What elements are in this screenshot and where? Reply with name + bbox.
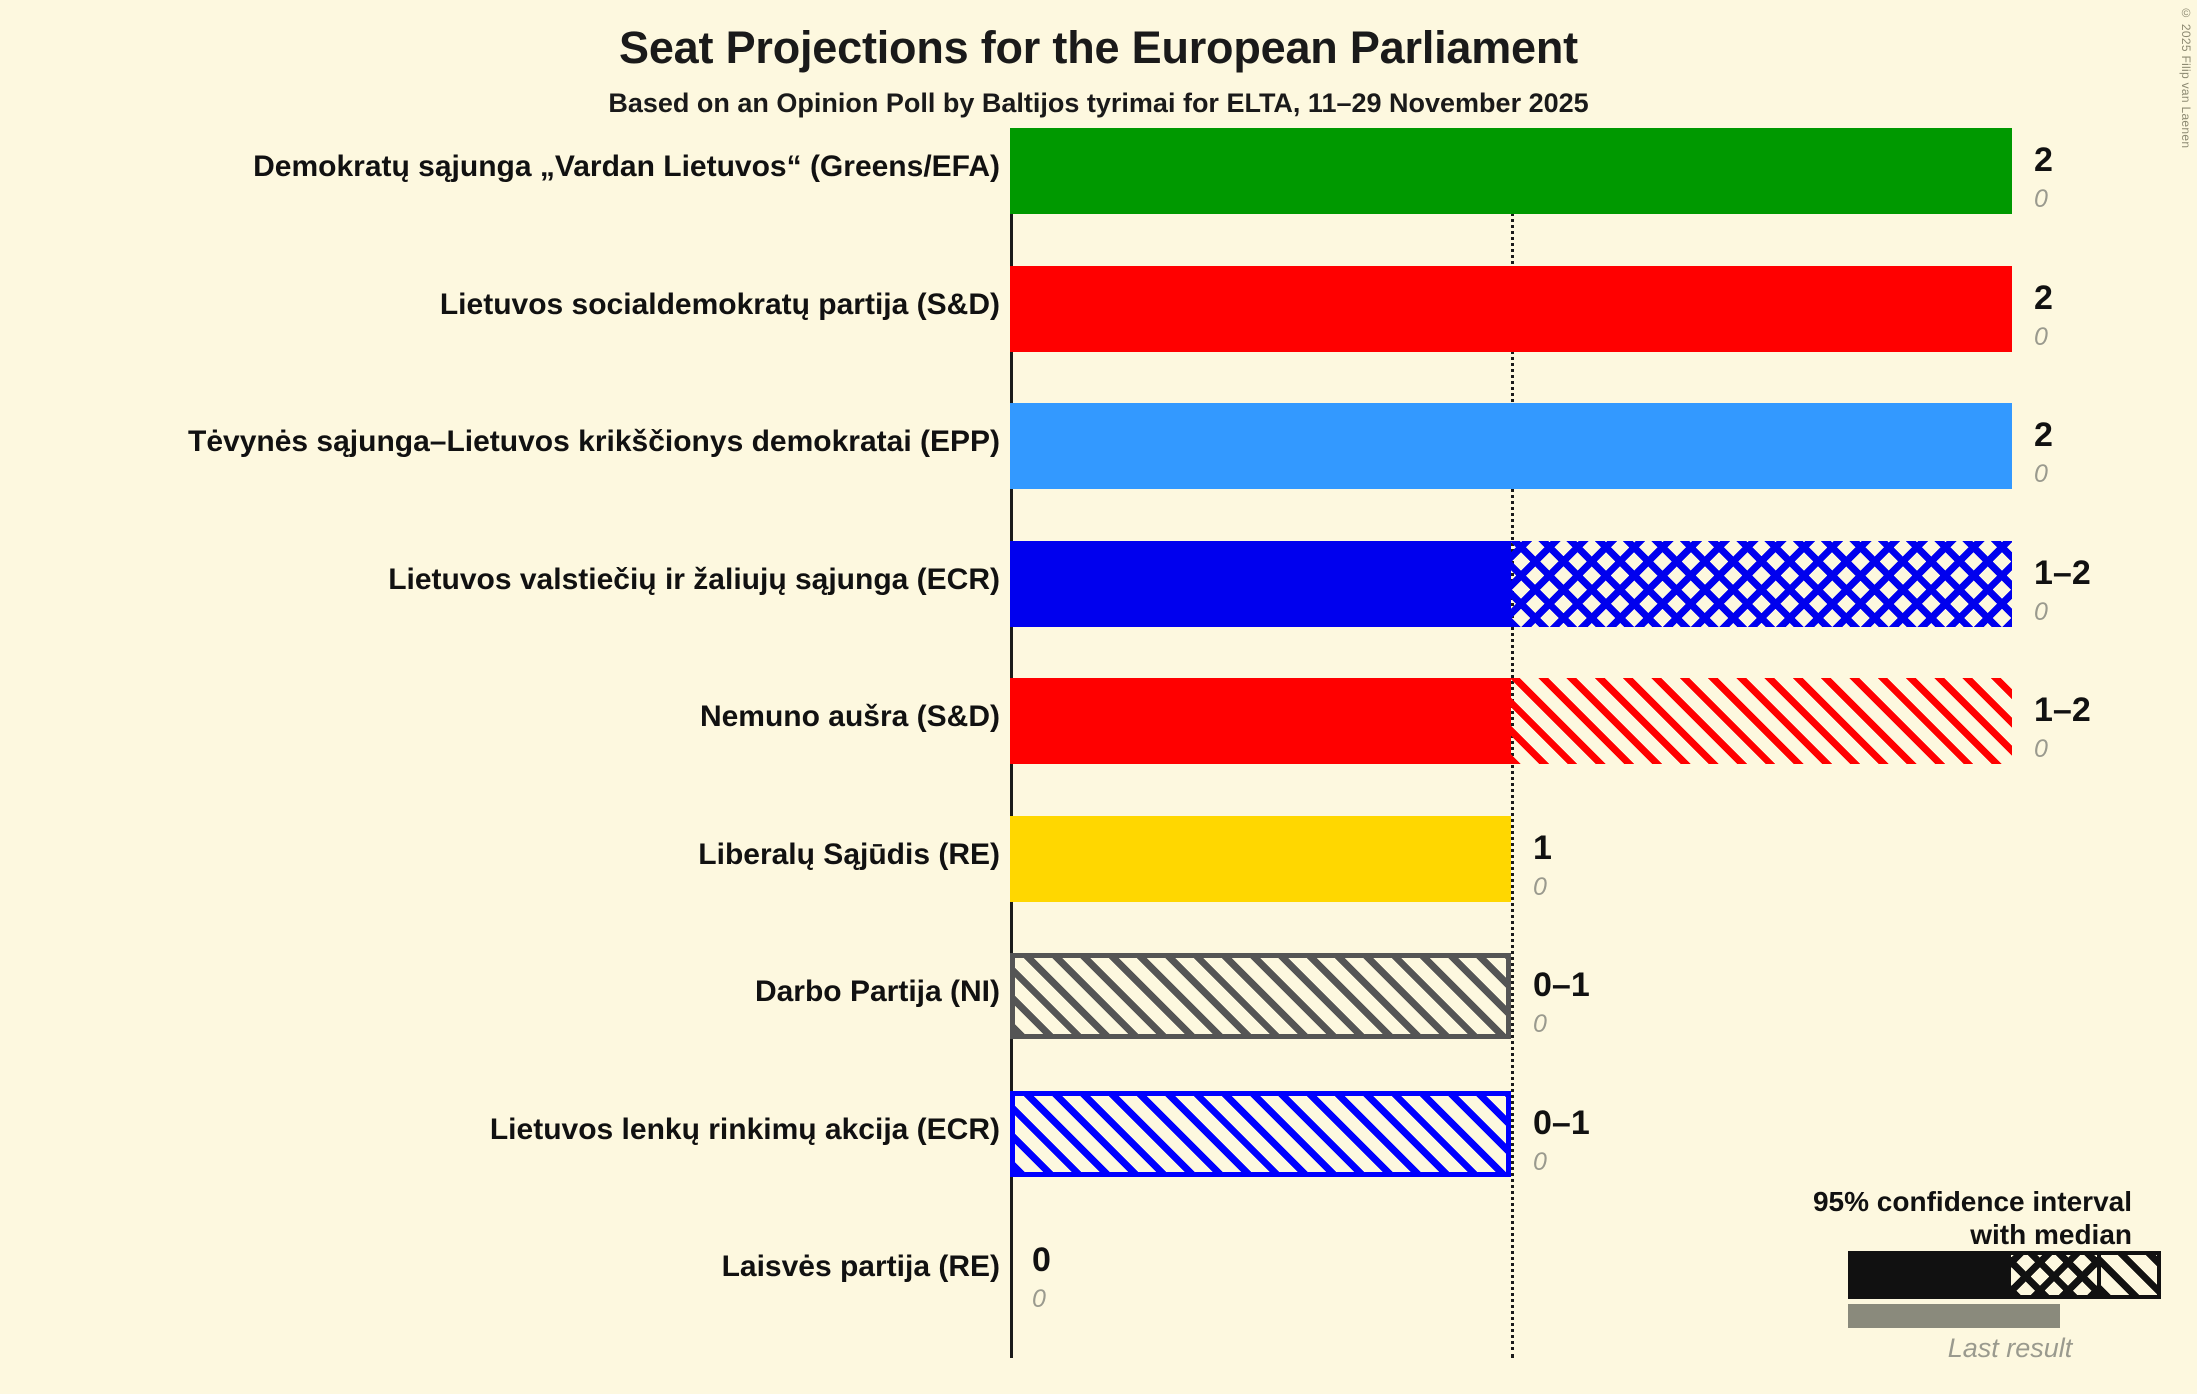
party-label: Demokratų sąjunga „Vardan Lietuvos“ (Gre… <box>253 150 1000 183</box>
last-result-value: 0 <box>1533 872 1547 901</box>
legend-last-result-label: Last result <box>1947 1333 2073 1363</box>
bar-row: Lietuvos lenkų rinkimų akcija (ECR) 0–1 0 <box>0 1090 2197 1177</box>
bar-row: Laisvės partija (RE) 0 0 <box>0 1228 2197 1314</box>
bar-row: Liberalų Sąjūdis (RE) 1 0 <box>0 815 2197 902</box>
bar <box>1010 128 2012 214</box>
party-label: Lietuvos lenkų rinkimų akcija (ECR) <box>489 1112 1000 1146</box>
bar-row: Demokratų sąjunga „Vardan Lietuvos“ (Gre… <box>0 128 2197 214</box>
copyright-notice: © 2025 Filip van Laenen <box>2179 6 2193 149</box>
bar-confidence-segment <box>1015 1095 1506 1172</box>
party-label: Tėvynės sąjunga–Lietuvos krikščionys dem… <box>188 425 1000 458</box>
bar <box>1010 540 2012 627</box>
last-result-value: 0 <box>1032 1285 1046 1313</box>
last-result-value: 0 <box>1533 1010 1547 1038</box>
legend-ci-label: 95% confidence interval with median <box>1752 1185 2132 1251</box>
bar <box>1010 1090 1511 1177</box>
bar-row: Lietuvos valstiečių ir žaliujų sąjunga (… <box>0 540 2197 627</box>
party-label: Laisvės partija (RE) <box>721 1250 1000 1283</box>
bar-median-segment <box>1010 128 2012 214</box>
bar <box>1010 265 2012 352</box>
bar <box>1010 678 2012 764</box>
page-title: Seat Projections for the European Parlia… <box>619 22 1578 73</box>
legend-ci-line2: with median <box>1970 1219 2132 1251</box>
last-result-value: 0 <box>2034 597 2048 626</box>
last-result-value: 0 <box>2034 185 2048 213</box>
bar-row: Darbo Partija (NI) 0–1 0 <box>0 953 2197 1039</box>
last-result-value: 0 <box>2034 460 2048 488</box>
seat-value: 2 <box>2034 141 2053 179</box>
party-label: Liberalų Sąjūdis (RE) <box>698 837 1000 871</box>
legend-crosshatch-segment <box>2011 1255 2097 1295</box>
bar-median-segment <box>1010 403 2012 489</box>
plot-area: Demokratų sąjunga „Vardan Lietuvos“ (Gre… <box>0 128 2197 1368</box>
last-result-value: 0 <box>2034 322 2048 351</box>
bar <box>1010 953 1511 1039</box>
bar-median-segment <box>1010 678 1511 764</box>
seat-value: 0 <box>1032 1241 1051 1279</box>
bar-median-segment <box>1010 265 2012 352</box>
seat-value: 1 <box>1533 828 1552 867</box>
bar <box>1010 815 1511 902</box>
bar-row: Tėvynės sąjunga–Lietuvos krikščionys dem… <box>0 403 2197 489</box>
bar-confidence-segment <box>1015 958 1506 1034</box>
party-label: Nemuno aušra (S&D) <box>699 700 1000 733</box>
bar <box>1010 403 2012 489</box>
bar-median-segment <box>1010 540 1511 627</box>
seat-value: 0–1 <box>1533 966 1590 1004</box>
bar-confidence-segment <box>1511 540 2012 627</box>
party-label: Lietuvos socialdemokratų partija (S&D) <box>439 287 1000 321</box>
bar-confidence-segment <box>1511 678 2012 764</box>
seat-value: 2 <box>2034 278 2053 317</box>
seat-value: 1–2 <box>2034 691 2091 729</box>
seat-value: 0–1 <box>1533 1103 1590 1142</box>
last-result-value: 0 <box>1533 1147 1547 1176</box>
bar-row: Nemuno aušra (S&D) 1–2 0 <box>0 678 2197 764</box>
legend-diagonal-segment <box>2101 1255 2157 1295</box>
bar-median-segment <box>1010 815 1511 902</box>
chart-legend: 95% confidence interval with median Last… <box>1760 1185 2180 1385</box>
last-result-value: 0 <box>2034 735 2048 763</box>
legend-ci-line1: 95% confidence interval <box>1812 1186 2132 1217</box>
chart-subtitle: Based on an Opinion Poll by Baltijos tyr… <box>608 88 1589 118</box>
seat-value: 2 <box>2034 416 2053 454</box>
legend-last-result-bar <box>1848 1304 2060 1328</box>
seat-value: 1–2 <box>2034 553 2091 592</box>
legend-ci-bar <box>1848 1251 2161 1299</box>
party-label: Darbo Partija (NI) <box>754 975 1000 1008</box>
party-label: Lietuvos valstiečių ir žaliujų sąjunga (… <box>388 562 1000 596</box>
bar-row: Lietuvos socialdemokratų partija (S&D) 2 0 <box>0 265 2197 352</box>
